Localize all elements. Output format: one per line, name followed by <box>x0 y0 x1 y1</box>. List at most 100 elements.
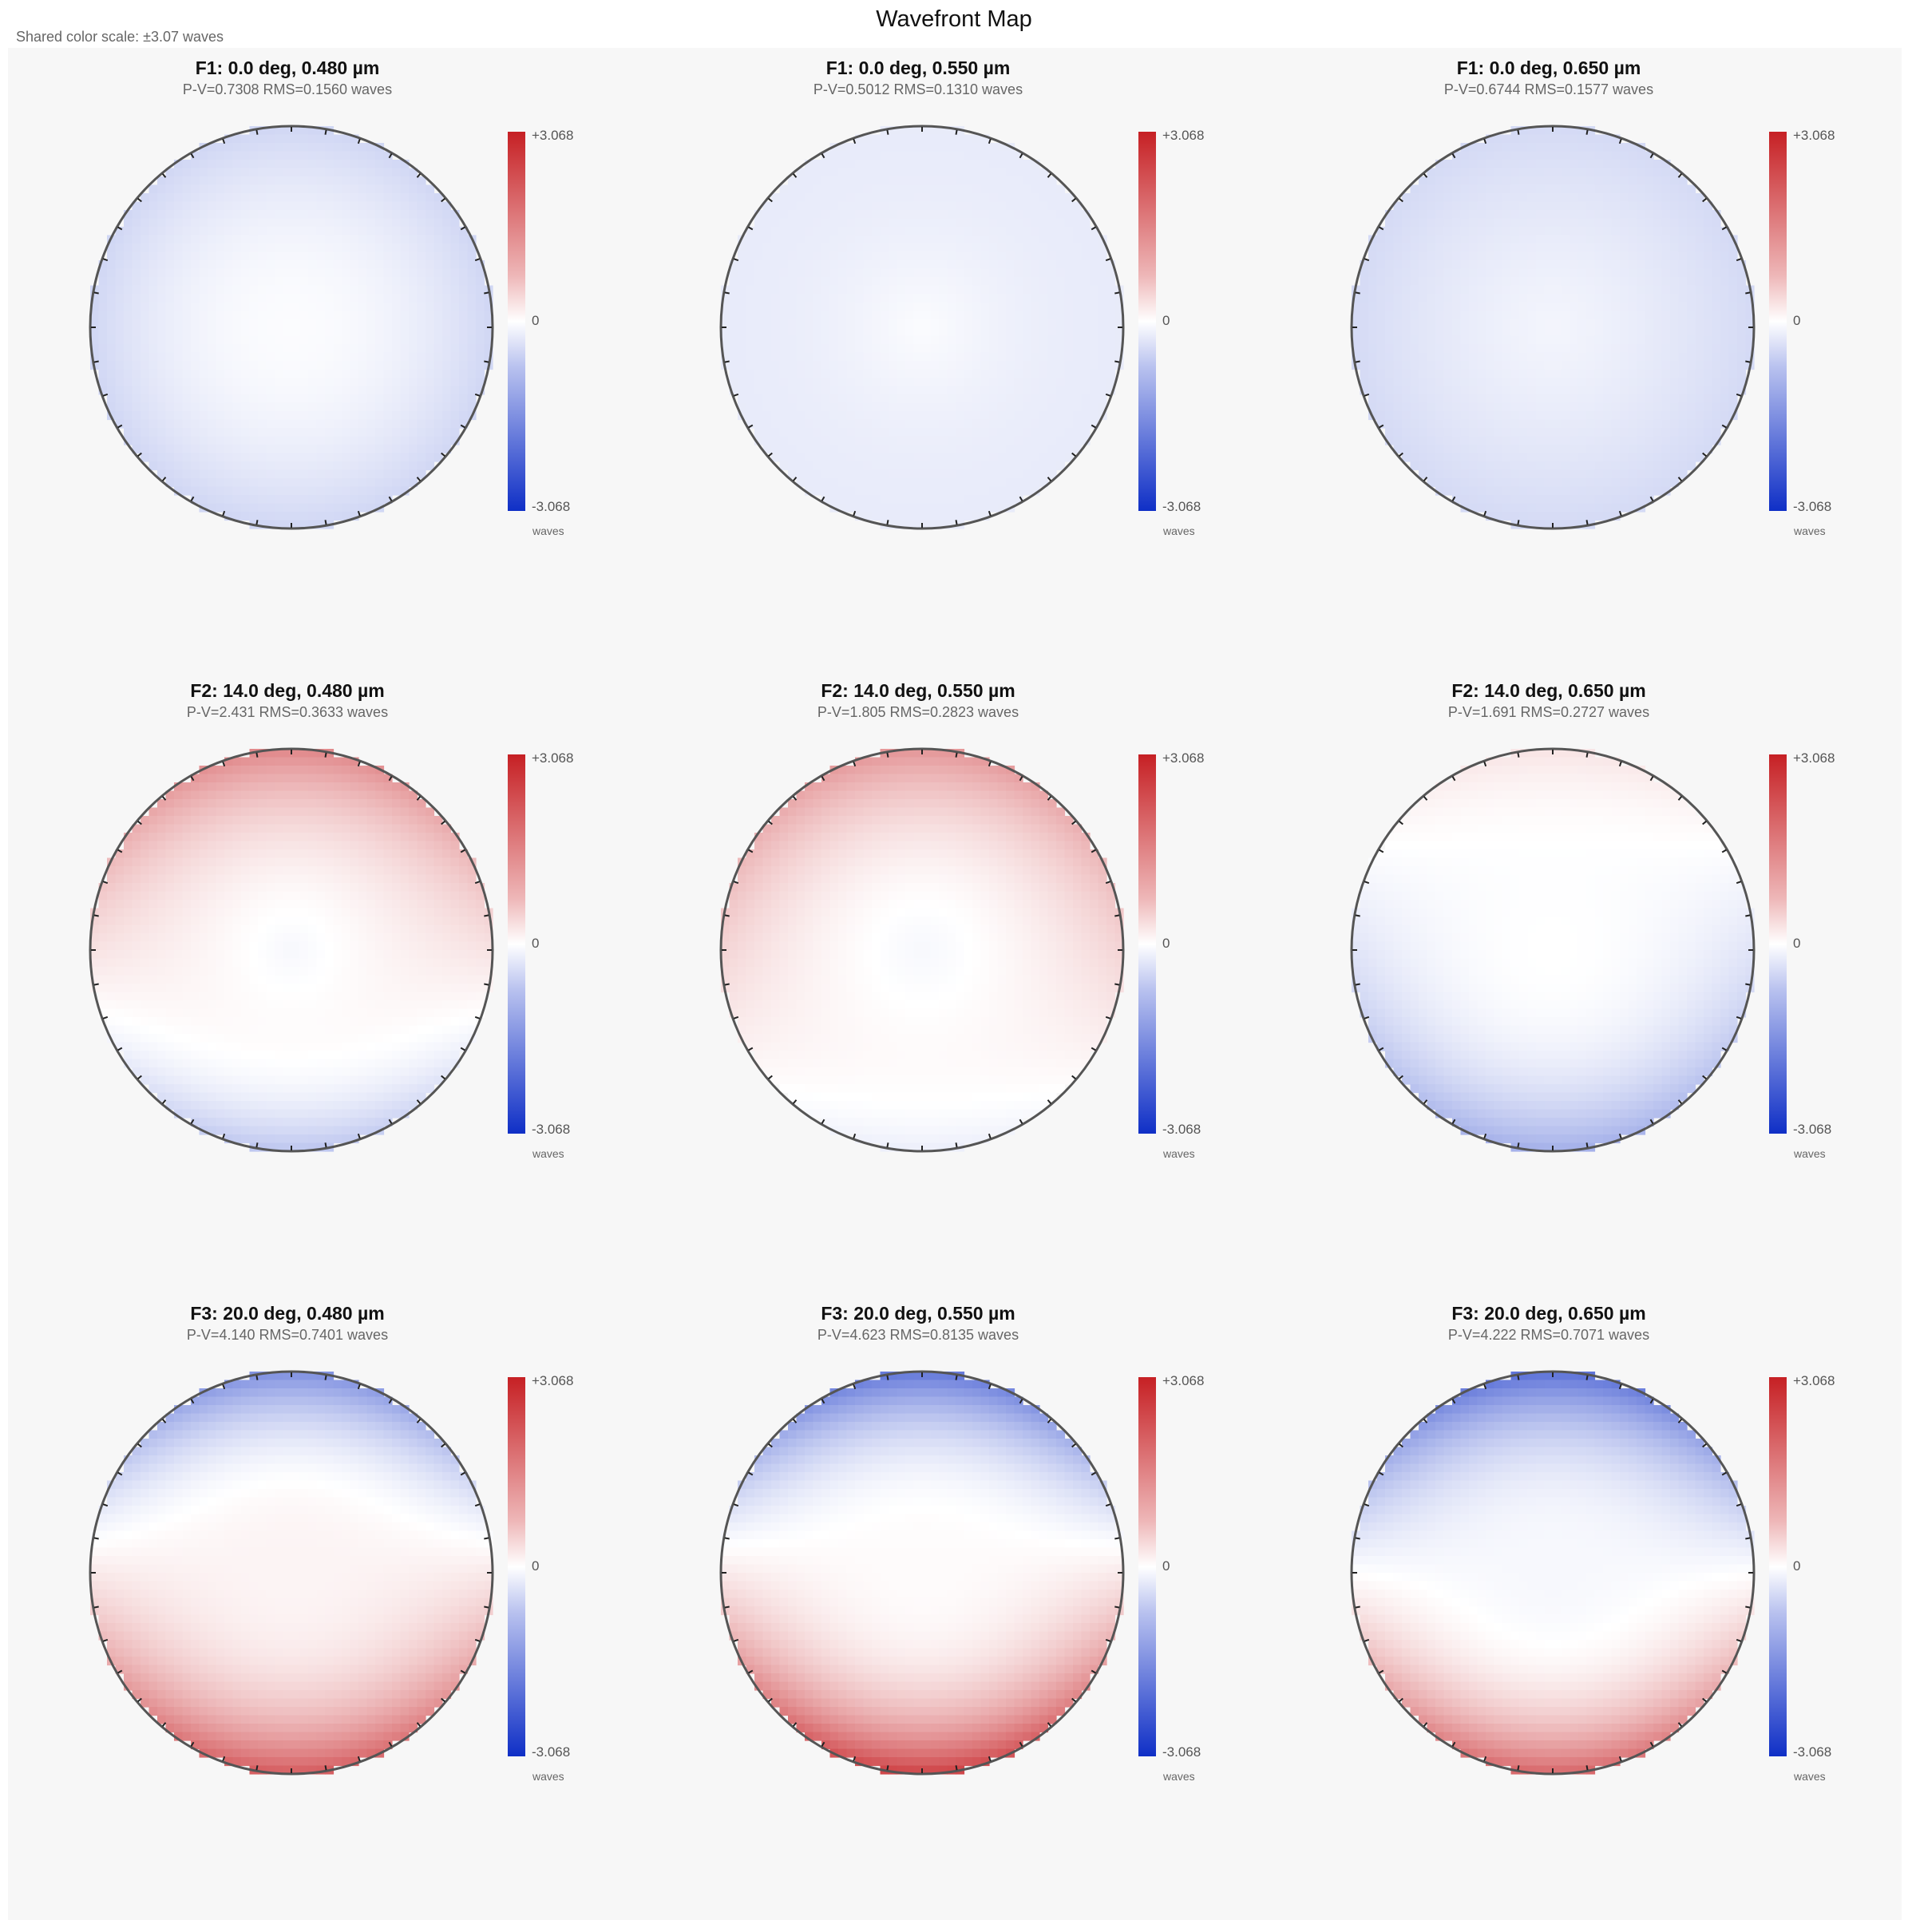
wavefront-cell <box>1073 419 1083 429</box>
wavefront-cell <box>224 201 234 211</box>
wavefront-cell <box>1527 193 1537 203</box>
wavefront-cell <box>771 411 781 421</box>
wavefront-cell <box>1376 243 1386 253</box>
wavefront-cell <box>316 160 326 169</box>
wavefront-cell <box>132 411 141 421</box>
wavefront-cell <box>838 327 848 337</box>
wavefront-cell <box>829 378 839 387</box>
wavefront-cell <box>316 344 326 354</box>
wavefront-cell <box>191 411 200 421</box>
wavefront-cell <box>316 268 326 278</box>
wavefront-cell <box>392 428 402 437</box>
wavefront-cell <box>1081 369 1091 378</box>
wavefront-cell <box>1106 327 1116 337</box>
wavefront-cell <box>1106 319 1116 328</box>
wavefront-cell <box>1594 319 1604 328</box>
wavefront-cell <box>283 453 292 462</box>
wavefront-cell <box>1385 327 1395 337</box>
wavefront-cell <box>467 369 477 378</box>
wavefront-cell <box>1594 151 1604 160</box>
wavefront-cell <box>1519 327 1529 337</box>
wavefront-cell <box>1419 277 1428 287</box>
wavefront-cell <box>366 327 376 337</box>
wavefront-cell <box>956 251 965 261</box>
wavefront-cell <box>165 419 175 429</box>
wavefront-cell <box>1031 193 1040 203</box>
wavefront-cell <box>989 478 999 488</box>
wavefront-cell <box>1570 251 1579 261</box>
wavefront-cell <box>141 227 150 236</box>
wavefront-cell <box>1477 243 1486 253</box>
wavefront-cell <box>316 126 326 136</box>
wavefront-cell <box>1047 285 1057 295</box>
wavefront-cell <box>913 260 923 270</box>
wavefront-cell <box>1661 168 1671 177</box>
wavefront-cell <box>157 268 167 278</box>
wavefront-cell <box>1720 319 1730 328</box>
wavefront-cell <box>1712 251 1721 261</box>
wavefront-cell <box>788 251 798 261</box>
wavefront-cell <box>1704 327 1713 337</box>
wavefront-cell <box>1577 201 1587 211</box>
wavefront-cell <box>771 436 781 445</box>
wavefront-cell <box>796 227 806 236</box>
wavefront-cell <box>1653 369 1663 378</box>
wavefront-cell <box>939 143 948 152</box>
wavefront-cell <box>1628 160 1637 169</box>
wavefront-cell <box>1410 302 1419 311</box>
wavefront-cell <box>1047 327 1057 337</box>
wavefront-cell <box>1594 285 1604 295</box>
wavefront-cell <box>291 151 301 160</box>
wavefront-cell <box>1603 143 1613 152</box>
wavefront-cell <box>1527 160 1537 169</box>
wavefront-cell <box>1031 411 1040 421</box>
wavefront-cell <box>913 235 923 244</box>
wavefront-cell <box>1443 210 1453 220</box>
wavefront-cell <box>1452 302 1462 311</box>
wavefront-cell <box>880 201 889 211</box>
wavefront-cell <box>1014 285 1023 295</box>
wavefront-cell <box>1637 193 1646 203</box>
wavefront-cell <box>1039 469 1049 479</box>
wavefront-cell <box>266 520 275 529</box>
wavefront-cell <box>905 436 915 445</box>
rim-tick <box>324 129 327 135</box>
wavefront-cell <box>308 352 318 362</box>
wavefront-cell <box>972 193 982 203</box>
wavefront-cell <box>1056 428 1066 437</box>
wavefront-cell <box>1536 243 1546 253</box>
wavefront-cell <box>232 218 242 228</box>
wavefront-cell <box>930 520 940 529</box>
wavefront-cell <box>132 268 141 278</box>
wavefront-cell <box>141 277 150 287</box>
wavefront-cell <box>1603 361 1613 370</box>
wavefront-cell <box>956 453 965 462</box>
wavefront-cell <box>124 268 133 278</box>
wavefront-cell <box>1486 268 1495 278</box>
wavefront-cell <box>1410 361 1419 370</box>
wavefront-cell <box>939 235 948 244</box>
wavefront-cell <box>989 469 999 479</box>
wavefront-cell <box>333 302 342 311</box>
wavefront-cell <box>1704 302 1713 311</box>
wavefront-cell <box>1023 428 1032 437</box>
wavefront-cell <box>241 235 251 244</box>
wavefront-cell <box>1519 378 1529 387</box>
panel-stats: P-V=0.6744 RMS=0.1577 waves <box>1443 81 1654 97</box>
wavefront-cell <box>1460 394 1470 404</box>
wavefront-cell <box>1603 193 1613 203</box>
wavefront-cell <box>249 512 259 521</box>
wavefront-cell <box>316 386 326 395</box>
wavefront-cell <box>249 311 259 320</box>
wavefront-cell <box>947 268 956 278</box>
wavefront-cell <box>796 461 806 471</box>
wavefront-cell <box>1039 428 1049 437</box>
wavefront-cell <box>299 495 309 505</box>
wavefront-cell <box>366 445 376 454</box>
wavefront-cell <box>1419 335 1428 345</box>
wavefront-cell <box>1594 311 1604 320</box>
wavefront-cell <box>358 445 368 454</box>
wavefront-cell <box>989 176 999 186</box>
wavefront-cell <box>738 402 747 412</box>
wavefront-cell <box>779 402 789 412</box>
